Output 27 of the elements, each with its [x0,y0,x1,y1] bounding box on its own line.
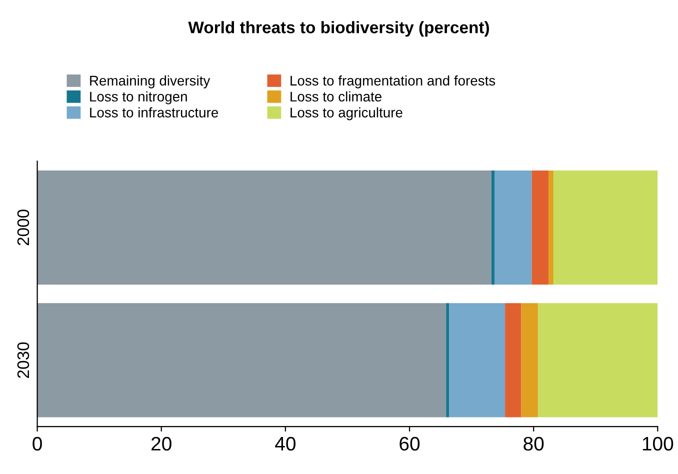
bar [521,303,538,418]
bar [538,303,658,418]
y-tick-label: 2030 [17,342,30,378]
y-tick-label: 2000 [17,210,30,246]
x-tick-label: 40 [275,436,296,451]
x-tick-label: 60 [400,436,420,451]
bar [446,303,450,418]
chart-title: World threats to biodiversity (percent) [188,21,489,37]
bar [532,170,548,285]
x-tick-label: 80 [524,436,544,451]
legend-label: Loss to nitrogen [90,91,187,104]
x-tick-label: 20 [152,436,172,451]
bar [491,170,495,285]
bar [494,170,532,285]
bar [553,170,658,285]
legend-label: Loss to fragmentation and forests [290,75,496,88]
x-tick-label: 0 [32,436,42,451]
bar [505,303,522,418]
bar [449,303,506,418]
bar [37,170,492,285]
legend-label: Loss to climate [290,91,382,102]
legend-label: Loss to agriculture [290,107,402,120]
legend-label: Remaining diversity [90,75,210,88]
x-tick-label: 100 [642,436,674,451]
bar [548,170,554,285]
bar [37,303,446,418]
legend-label: Loss to infrastructure [90,107,218,118]
